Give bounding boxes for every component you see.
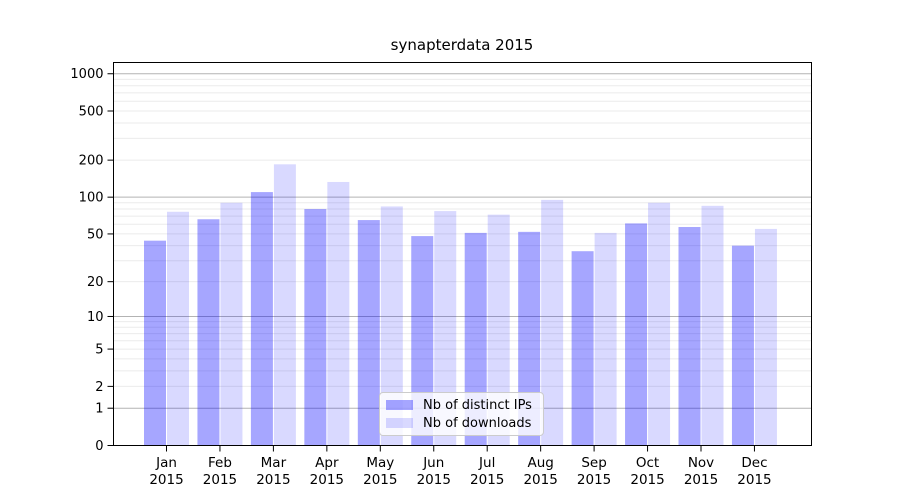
x-tick-label-year: 2015 [577,472,611,488]
y-tick-label: 10 [87,310,104,325]
bar-downloads [434,211,457,446]
legend-label-distinct-ips: Nb of distinct IPs [423,397,532,413]
y-tick-label: 500 [79,104,104,119]
y-tick-label: 200 [79,154,104,169]
legend-item-downloads: Nb of downloads [386,414,537,432]
y-tick-label: 1 [95,402,103,417]
bar-downloads [380,206,403,446]
y-tick-label: 20 [87,275,104,290]
bar-downloads [701,205,724,446]
x-tick-label-year: 2015 [149,472,183,488]
x-tick-label-year: 2015 [630,472,664,488]
bar-downloads [541,199,564,446]
bar-distinct-ips [571,251,594,446]
bar-downloads [487,214,510,446]
chart-title: synapterdata 2015 [390,36,534,54]
x-tick-label-month: Mar [261,455,287,471]
x-tick-label-month: Aug [527,455,553,471]
legend-item-distinct-ips: Nb of distinct IPs [386,396,537,414]
bar-distinct-ips [304,209,327,446]
bar-downloads [594,232,617,446]
x-tick-label-month: Sep [581,455,606,471]
x-tick-label-month: Jun [422,455,444,471]
legend: Nb of distinct IPs Nb of downloads [379,392,544,436]
y-tick-label: 0 [95,439,103,454]
bar-distinct-ips [250,192,273,446]
bar-downloads [220,202,243,446]
x-tick-label-month: Nov [688,455,714,471]
legend-label-downloads: Nb of downloads [423,415,532,431]
y-tick-label: 1000 [70,67,103,82]
bar-downloads [273,164,296,446]
x-tick-label-year: 2015 [737,472,771,488]
x-tick-label-month: Feb [208,455,232,471]
x-tick-label-year: 2015 [523,472,557,488]
x-tick-label-month: Jan [155,455,177,471]
x-tick-label-month: Apr [315,455,339,471]
x-tick-label-year: 2015 [684,472,718,488]
y-tick-label: 5 [95,343,103,358]
x-tick-label-year: 2015 [417,472,451,488]
y-tick-label: 100 [79,191,104,206]
bar-distinct-ips [731,245,754,446]
x-tick-label-month: May [366,455,394,471]
legend-swatch-downloads [386,418,413,428]
bar-distinct-ips [197,219,220,446]
bar-distinct-ips [678,227,701,446]
legend-swatch-distinct-ips [386,400,413,410]
bar-distinct-ips [144,240,166,446]
y-tick-label: 50 [87,227,104,242]
x-tick-label-year: 2015 [310,472,344,488]
x-tick-label-month: Oct [636,455,659,471]
bar-distinct-ips [625,223,648,446]
bar-downloads [648,202,671,446]
bar-downloads [754,228,777,446]
bar-downloads [167,211,189,446]
bar-distinct-ips [357,220,380,446]
x-tick-label-month: Dec [741,455,767,471]
x-tick-label-year: 2015 [256,472,290,488]
x-tick-label-month: Jul [478,455,495,471]
bar-downloads [327,181,350,446]
plot-border [113,62,812,446]
x-tick-label-year: 2015 [203,472,237,488]
x-tick-label-year: 2015 [363,472,397,488]
x-tick-label-year: 2015 [470,472,504,488]
y-tick-label: 2 [95,380,103,395]
